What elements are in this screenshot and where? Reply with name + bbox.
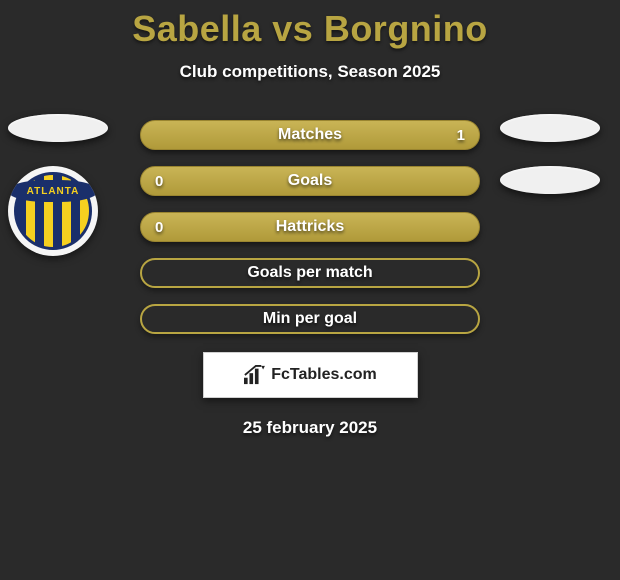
stat-label: Goals per match bbox=[247, 264, 372, 282]
player-placeholder-icon bbox=[500, 166, 600, 194]
club-logo: ATLANTA bbox=[8, 166, 98, 256]
stat-value-left: 0 bbox=[155, 219, 163, 236]
subtitle: Club competitions, Season 2025 bbox=[0, 62, 620, 82]
stats-area: ATLANTA Matches 1 0 Goals 0 Hattricks bbox=[0, 120, 620, 438]
brand-text: FcTables.com bbox=[271, 366, 377, 384]
stat-row-hattricks: 0 Hattricks bbox=[140, 212, 480, 242]
date-text: 25 february 2025 bbox=[0, 418, 620, 438]
right-player-badges bbox=[500, 114, 600, 218]
player-placeholder-icon bbox=[500, 114, 600, 142]
club-logo-text: ATLANTA bbox=[27, 186, 80, 197]
stat-row-goals-per-match: Goals per match bbox=[140, 258, 480, 288]
stat-row-matches: Matches 1 bbox=[140, 120, 480, 150]
stat-label: Goals bbox=[288, 172, 332, 190]
comparison-card: Sabella vs Borgnino Club competitions, S… bbox=[0, 0, 620, 438]
stat-row-min-per-goal: Min per goal bbox=[140, 304, 480, 334]
stat-rows: Matches 1 0 Goals 0 Hattricks Goals per … bbox=[140, 120, 480, 334]
player-placeholder-icon bbox=[8, 114, 108, 142]
brand-badge[interactable]: FcTables.com bbox=[203, 352, 418, 398]
left-player-badges: ATLANTA bbox=[8, 114, 108, 256]
stat-label: Matches bbox=[278, 126, 342, 144]
stat-row-goals: 0 Goals bbox=[140, 166, 480, 196]
page-title: Sabella vs Borgnino bbox=[0, 8, 620, 50]
bar-chart-icon bbox=[243, 365, 265, 385]
stat-label: Min per goal bbox=[263, 310, 357, 328]
stat-value-right: 1 bbox=[457, 127, 465, 144]
stat-label: Hattricks bbox=[276, 218, 344, 236]
club-logo-band: ATLANTA bbox=[8, 180, 98, 202]
stat-value-left: 0 bbox=[155, 173, 163, 190]
